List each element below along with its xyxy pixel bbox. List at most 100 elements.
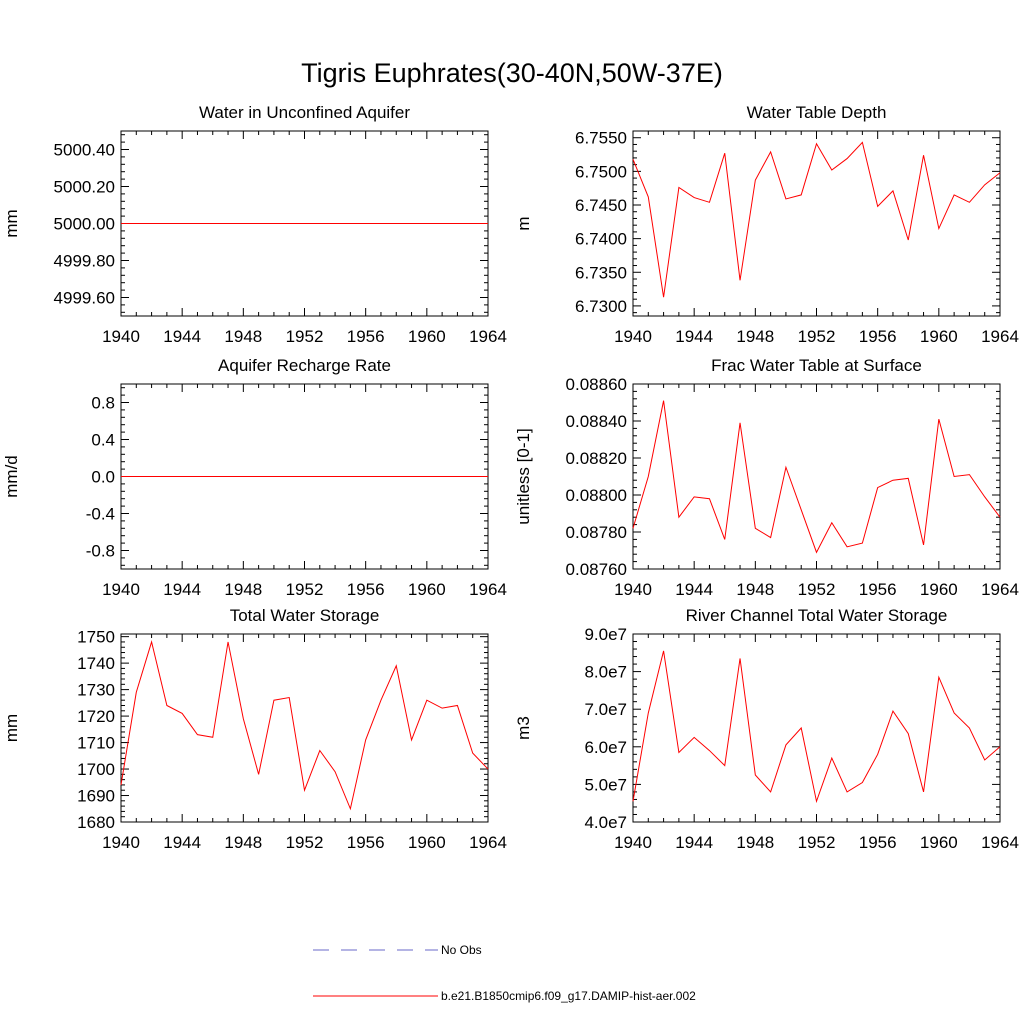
y-tick-label: 7.0e7: [584, 700, 627, 719]
x-tick-label: 1940: [102, 327, 140, 346]
x-tick-label: 1960: [920, 327, 958, 346]
y-tick-label: 5000.40: [54, 141, 115, 160]
y-tick-label: 0.4: [91, 431, 115, 450]
panel-title: Aquifer Recharge Rate: [218, 356, 391, 375]
x-tick-label: 1960: [920, 833, 958, 852]
y-tick-label: 4999.60: [54, 289, 115, 308]
panels: Water in Unconfined Aquifer mm 1940 1944 194…: [2, 103, 1019, 852]
x-tick-label: 1956: [347, 580, 385, 599]
series-line: [120, 640, 489, 811]
chart-panel: Water Table Depth m 1940 1944 1948 1952 1956 19…: [514, 103, 1019, 346]
plot-frame: [632, 130, 1001, 317]
legend-label-model: b.e21.B1850cmip6.f09_g17.DAMIP-hist-aer.…: [441, 989, 696, 1003]
panel-title: Water in Unconfined Aquifer: [199, 103, 410, 122]
y-tick-label: 6.7300: [575, 297, 627, 316]
y-tick-label: 0.0: [91, 468, 115, 487]
y-tick-label: 1720: [77, 707, 115, 726]
y-tick-label: 0.08840: [566, 412, 627, 431]
chart-panel: Frac Water Table at Surface unitless [0-1…: [514, 356, 1019, 599]
figure-title: Tigris Euphrates(30-40N,50W-37E): [301, 58, 723, 88]
y-tick-label: 1740: [77, 654, 115, 673]
y-tick-label: 6.7350: [575, 263, 627, 282]
y-tick-label: 1750: [77, 628, 115, 647]
x-tick-label: 1940: [614, 833, 652, 852]
x-tick-label: 1960: [408, 833, 446, 852]
y-tick-label: 4999.80: [54, 252, 115, 271]
panel-title: Total Water Storage: [230, 606, 380, 625]
x-tick-label: 1940: [102, 833, 140, 852]
x-tick-label: 1964: [981, 580, 1019, 599]
x-tick-label: 1948: [224, 580, 262, 599]
chart-panel: Total Water Storage mm 1940 1944 1948 1952 195…: [2, 606, 507, 852]
x-tick-label: 1964: [469, 580, 507, 599]
x-tick-label: 1948: [736, 833, 774, 852]
x-tick-label: 1964: [469, 833, 507, 852]
x-tick-label: 1952: [286, 833, 324, 852]
x-tick-label: 1948: [224, 833, 262, 852]
x-tick-label: 1956: [859, 327, 897, 346]
y-tick-label: 6.7400: [575, 230, 627, 249]
x-tick-label: 1944: [675, 580, 713, 599]
y-tick-label: 9.0e7: [584, 625, 627, 644]
x-tick-label: 1956: [347, 833, 385, 852]
x-tick-label: 1956: [347, 327, 385, 346]
y-tick-label: 0.8: [91, 394, 115, 413]
y-tick-label: 5000.00: [54, 215, 115, 234]
x-tick-label: 1940: [614, 580, 652, 599]
series-line: [632, 400, 1001, 554]
x-tick-label: 1940: [614, 327, 652, 346]
panel-title: Water Table Depth: [747, 103, 887, 122]
y-tick-label: 6.7450: [575, 196, 627, 215]
y-tick-label: 0.08780: [566, 523, 627, 542]
y-tick-label: 6.7550: [575, 129, 627, 148]
panel-title: River Channel Total Water Storage: [686, 606, 948, 625]
y-tick-label: 0.08860: [566, 375, 627, 394]
x-tick-label: 1952: [286, 580, 324, 599]
x-tick-label: 1940: [102, 580, 140, 599]
x-tick-label: 1964: [469, 327, 507, 346]
y-tick-label: 5000.20: [54, 178, 115, 197]
x-tick-label: 1952: [798, 327, 836, 346]
y-tick-label: 5.0e7: [584, 775, 627, 794]
plot-frame: [120, 633, 489, 823]
x-tick-label: 1944: [163, 833, 201, 852]
x-tick-label: 1952: [798, 833, 836, 852]
chart-panel: River Channel Total Water Storage m3 1940 1…: [514, 606, 1019, 852]
series-line: [632, 650, 1001, 804]
x-tick-label: 1944: [163, 580, 201, 599]
x-tick-label: 1956: [859, 580, 897, 599]
x-tick-label: 1948: [736, 327, 774, 346]
x-tick-label: 1948: [224, 327, 262, 346]
series-line: [632, 141, 1001, 298]
y-tick-label: 0.08760: [566, 560, 627, 579]
plot-frame: [632, 383, 1001, 570]
x-tick-label: 1944: [163, 327, 201, 346]
x-tick-label: 1964: [981, 327, 1019, 346]
plot-frame: [632, 633, 1001, 823]
y-tick-label: 6.7500: [575, 162, 627, 181]
chart-panel: Aquifer Recharge Rate mm/d 1940 1944 1948 195…: [2, 356, 507, 599]
y-axis-label: m: [514, 216, 533, 230]
x-tick-label: 1964: [981, 833, 1019, 852]
y-tick-label: 1700: [77, 760, 115, 779]
y-tick-label: 1710: [77, 734, 115, 753]
x-tick-label: 1948: [736, 580, 774, 599]
y-axis-label: unitless [0-1]: [514, 428, 533, 524]
y-tick-label: 4.0e7: [584, 813, 627, 832]
x-tick-label: 1960: [408, 327, 446, 346]
y-tick-label: 1730: [77, 681, 115, 700]
y-axis-label: mm: [2, 714, 21, 742]
x-tick-label: 1944: [675, 327, 713, 346]
y-tick-label: 1690: [77, 787, 115, 806]
x-tick-label: 1956: [859, 833, 897, 852]
x-tick-label: 1944: [675, 833, 713, 852]
y-tick-label: -0.4: [86, 505, 115, 524]
x-tick-label: 1960: [920, 580, 958, 599]
y-axis-label: m3: [514, 716, 533, 740]
legend: No Obs b.e21.B1850cmip6.f09_g17.DAMIP-hi…: [313, 943, 696, 1003]
y-tick-label: 6.0e7: [584, 738, 627, 757]
y-tick-label: 1680: [77, 813, 115, 832]
x-tick-label: 1952: [798, 580, 836, 599]
